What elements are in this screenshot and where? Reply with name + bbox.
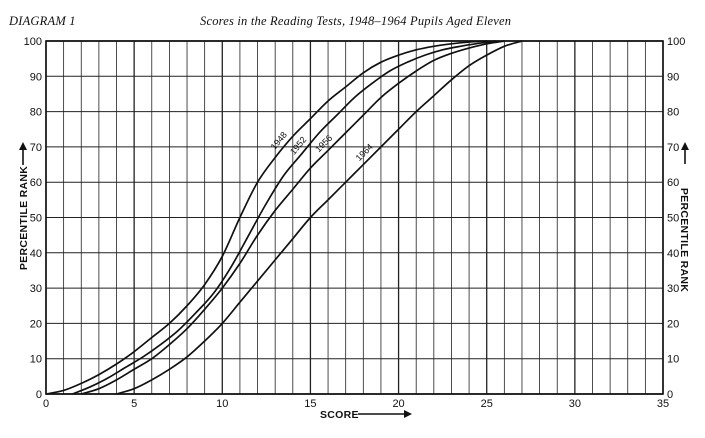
- x-tick-label: 30: [569, 398, 581, 410]
- y-tick-label-right: 20: [667, 318, 679, 330]
- x-tick-label: 15: [304, 398, 316, 410]
- chart-title: Scores in the Reading Tests, 1948–1964 P…: [200, 14, 512, 28]
- y-tick-label-left: 100: [24, 36, 42, 48]
- left-arrow-head: [19, 142, 27, 150]
- y-tick-label-left: 20: [30, 318, 42, 330]
- x-tick-label: 10: [216, 398, 228, 410]
- y-tick-label-right: 40: [667, 248, 679, 260]
- y-tick-label-left: 10: [30, 354, 42, 366]
- series-line-1956: [81, 40, 505, 395]
- series-line-1948: [45, 40, 487, 395]
- y-tick-label-left: 0: [36, 389, 42, 401]
- x-tick-label: 25: [481, 398, 493, 410]
- y-tick-label-right: 10: [667, 354, 679, 366]
- y-tick-label-right: 0: [667, 389, 673, 401]
- series-line-1964: [116, 40, 523, 395]
- x-tick-label: 5: [131, 398, 137, 410]
- y-tick-label-left: 40: [30, 248, 42, 260]
- y-tick-label-left: 60: [30, 177, 42, 189]
- axis-arrows: [19, 142, 689, 418]
- x-tick-label: 35: [657, 398, 669, 410]
- y-tick-label-left: 80: [30, 107, 42, 119]
- y-tick-label-left: 70: [30, 142, 42, 154]
- x-tick-label: 0: [43, 398, 49, 410]
- diagram-label: DIAGRAM 1: [9, 14, 76, 28]
- x-axis-title: SCORE: [320, 409, 359, 421]
- plot-border: [45, 40, 664, 395]
- y-tick-label-right: 100: [667, 36, 685, 48]
- y-tick-label-right: 90: [667, 71, 679, 83]
- series-label-1948: 1948: [269, 130, 290, 152]
- y-tick-label-right: 70: [667, 142, 679, 154]
- x-arrow-head: [404, 410, 412, 418]
- grid: [45, 40, 664, 395]
- series-line-1952: [72, 40, 496, 395]
- y-axis-title-right: PERCENTILE RANK: [678, 188, 690, 292]
- series-label-1964: 1964: [354, 142, 375, 163]
- y-axis-title-left: PERCENTILE RANK: [18, 166, 30, 270]
- y-tick-label-left: 50: [30, 213, 42, 225]
- y-tick-label-left: 90: [30, 71, 42, 83]
- y-tick-label-right: 50: [667, 213, 679, 225]
- axis-titles: SCORE PERCENTILE RANK PERCENTILE RANK: [18, 166, 690, 421]
- y-tick-label-right: 30: [667, 283, 679, 295]
- y-tick-label-right: 60: [667, 177, 679, 189]
- y-tick-label-left: 30: [30, 283, 42, 295]
- right-arrow-head: [681, 142, 689, 150]
- x-tick-label: 20: [392, 398, 404, 410]
- y-tick-label-right: 80: [667, 107, 679, 119]
